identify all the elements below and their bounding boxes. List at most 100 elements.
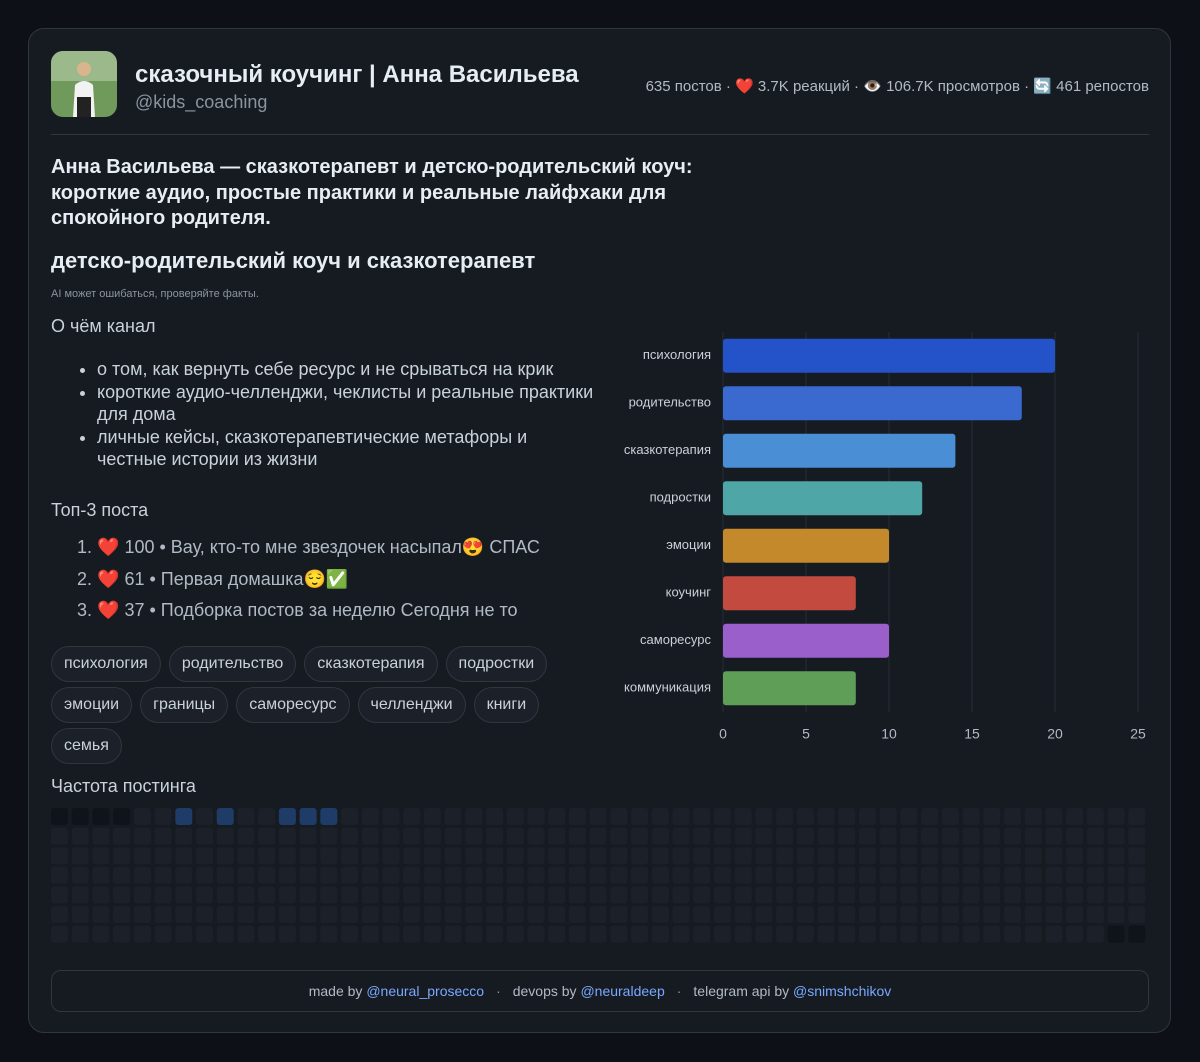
heat-cell <box>713 866 731 884</box>
heat-cell <box>776 866 794 884</box>
heat-cell <box>133 808 151 825</box>
heat-cell <box>196 906 214 923</box>
heat-cell <box>817 866 835 884</box>
credit-handle[interactable]: @neuraldeep <box>580 983 665 999</box>
heat-cell <box>71 866 89 884</box>
heat-cell <box>1107 827 1125 845</box>
heat-cell <box>71 886 89 904</box>
post-reaction: ❤️ <box>97 568 120 589</box>
post[interactable]: ❤️ 37Подборка постов за неделю Сегодня н… <box>97 595 540 627</box>
heat-cell <box>651 827 669 845</box>
heat-cell <box>237 886 255 904</box>
bar <box>723 576 856 611</box>
heat-cell <box>838 906 856 923</box>
heat-cell <box>1045 886 1063 904</box>
tag[interactable]: книги <box>473 687 540 723</box>
heat-cell <box>320 906 338 923</box>
heat-cell <box>589 808 607 825</box>
heat-cell <box>299 847 317 865</box>
heat-cell <box>341 886 359 904</box>
heat-cell <box>382 925 400 943</box>
credit-handle[interactable]: @neural_prosecco <box>366 983 485 999</box>
heat-cell <box>693 866 711 884</box>
post[interactable]: ❤️ 61Первая домашка😌✅ <box>97 564 540 596</box>
heat-cell <box>631 906 649 923</box>
heat-cell <box>817 925 835 943</box>
tag[interactable]: подростки <box>445 646 548 682</box>
heat-cell <box>817 847 835 865</box>
heat-cell <box>755 925 773 943</box>
heat-cell <box>1024 808 1042 825</box>
heat-cell <box>133 866 151 884</box>
heat-cell <box>858 866 876 884</box>
channel-handle[interactable]: @kids_coaching <box>135 92 268 112</box>
heat-cell <box>879 827 897 845</box>
heat-cell <box>838 866 856 884</box>
heat-cell <box>133 827 151 845</box>
y-tick-label: саморесурс <box>640 632 711 647</box>
heat-cell <box>341 866 359 884</box>
post[interactable]: ❤️ 100Вау, кто-то мне звездочек насыпал😍… <box>97 532 540 564</box>
heat-cell <box>361 847 379 865</box>
section-title: Частота постинга <box>51 776 196 796</box>
heat-cell <box>154 866 172 884</box>
heat-cell <box>278 866 296 884</box>
heat-cell <box>92 906 110 923</box>
footer: made by @neural_proseccodevops by @neura… <box>51 970 1149 1012</box>
tag[interactable]: родительство <box>168 646 297 682</box>
heat-cell <box>858 847 876 865</box>
avatar[interactable] <box>51 51 117 117</box>
heat-cell <box>1024 866 1042 884</box>
bar <box>723 528 889 563</box>
heat-cell <box>1003 925 1021 943</box>
tag[interactable]: психология <box>51 646 161 682</box>
heat-cell <box>423 886 441 904</box>
heat-cell <box>506 886 524 904</box>
heat-cell <box>133 886 151 904</box>
heat-cell <box>486 847 504 865</box>
empty-cell <box>1107 925 1125 943</box>
tag[interactable]: семья <box>51 728 122 764</box>
heat-cell <box>921 866 939 884</box>
y-tick-label: психология <box>643 347 711 362</box>
heat-cell <box>341 925 359 943</box>
heat-cell <box>631 847 649 865</box>
heat-cell <box>983 827 1001 845</box>
post-text: Вау, кто-то мне звездочек насыпал😍 СПАС <box>154 537 539 557</box>
heat-cell <box>879 886 897 904</box>
tag[interactable]: эмоции <box>51 687 133 723</box>
section-title: О чём канал <box>51 316 156 336</box>
heat-cell <box>713 925 731 943</box>
tag[interactable]: челленджи <box>357 687 466 723</box>
heat-cell <box>568 906 586 923</box>
credit-handle[interactable]: @snimshchikov <box>793 983 892 999</box>
heat-cell <box>278 827 296 845</box>
tag[interactable]: сказкотерапия <box>304 646 438 682</box>
heat-cell <box>858 808 876 825</box>
heat-cell <box>154 808 172 825</box>
heat-cell <box>403 866 421 884</box>
heat-cell <box>403 906 421 923</box>
heat-cell <box>776 886 794 904</box>
heat-cell <box>506 906 524 923</box>
heat-cell <box>1066 866 1084 884</box>
stat: 👁️ 106.7K просмотров <box>850 78 1020 95</box>
heat-cell <box>113 925 131 943</box>
heat-cell <box>879 906 897 923</box>
heat-cell <box>444 827 462 845</box>
heat-cell <box>1107 847 1125 865</box>
heat-cell <box>465 808 483 825</box>
credit: made by @neural_prosecco <box>309 983 484 999</box>
heat-cell <box>941 886 959 904</box>
heat-cell <box>1128 808 1146 825</box>
bullet: короткие аудио-челленджи, чеклисты и реа… <box>97 381 596 426</box>
heat-cell <box>216 847 234 865</box>
tag[interactable]: границы <box>140 687 229 723</box>
heat-cell <box>1086 886 1104 904</box>
y-tick-label: родительство <box>629 395 711 410</box>
heat-cell <box>403 827 421 845</box>
heat-cell <box>1045 866 1063 884</box>
heat-cell <box>838 827 856 845</box>
tag[interactable]: саморесурс <box>236 687 350 723</box>
heat-cell <box>1045 808 1063 825</box>
